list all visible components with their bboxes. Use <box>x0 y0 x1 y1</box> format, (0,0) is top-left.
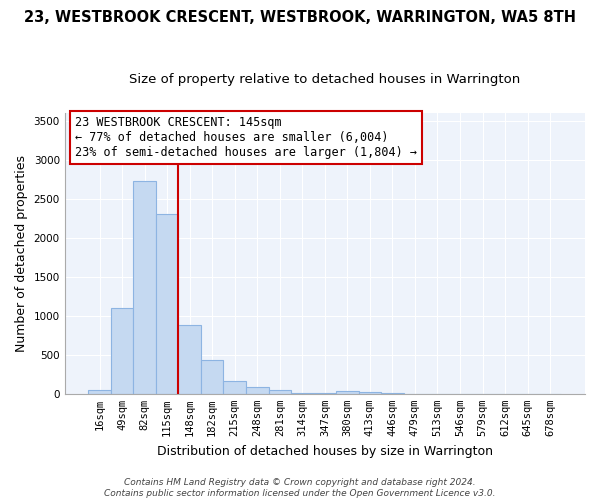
Text: 23, WESTBROOK CRESCENT, WESTBROOK, WARRINGTON, WA5 8TH: 23, WESTBROOK CRESCENT, WESTBROOK, WARRI… <box>24 10 576 25</box>
Bar <box>133 181 156 394</box>
Bar <box>156 214 178 394</box>
Bar <box>359 392 381 394</box>
Bar <box>201 360 223 394</box>
Text: Contains HM Land Registry data © Crown copyright and database right 2024.
Contai: Contains HM Land Registry data © Crown c… <box>104 478 496 498</box>
Title: Size of property relative to detached houses in Warrington: Size of property relative to detached ho… <box>129 72 520 86</box>
X-axis label: Distribution of detached houses by size in Warrington: Distribution of detached houses by size … <box>157 444 493 458</box>
Bar <box>291 392 314 394</box>
Y-axis label: Number of detached properties: Number of detached properties <box>15 155 28 352</box>
Bar <box>88 390 111 394</box>
Bar <box>269 390 291 394</box>
Bar <box>223 380 246 394</box>
Bar <box>336 390 359 394</box>
Bar <box>178 325 201 394</box>
Bar <box>246 387 269 394</box>
Text: 23 WESTBROOK CRESCENT: 145sqm
← 77% of detached houses are smaller (6,004)
23% o: 23 WESTBROOK CRESCENT: 145sqm ← 77% of d… <box>75 116 417 159</box>
Bar <box>111 308 133 394</box>
